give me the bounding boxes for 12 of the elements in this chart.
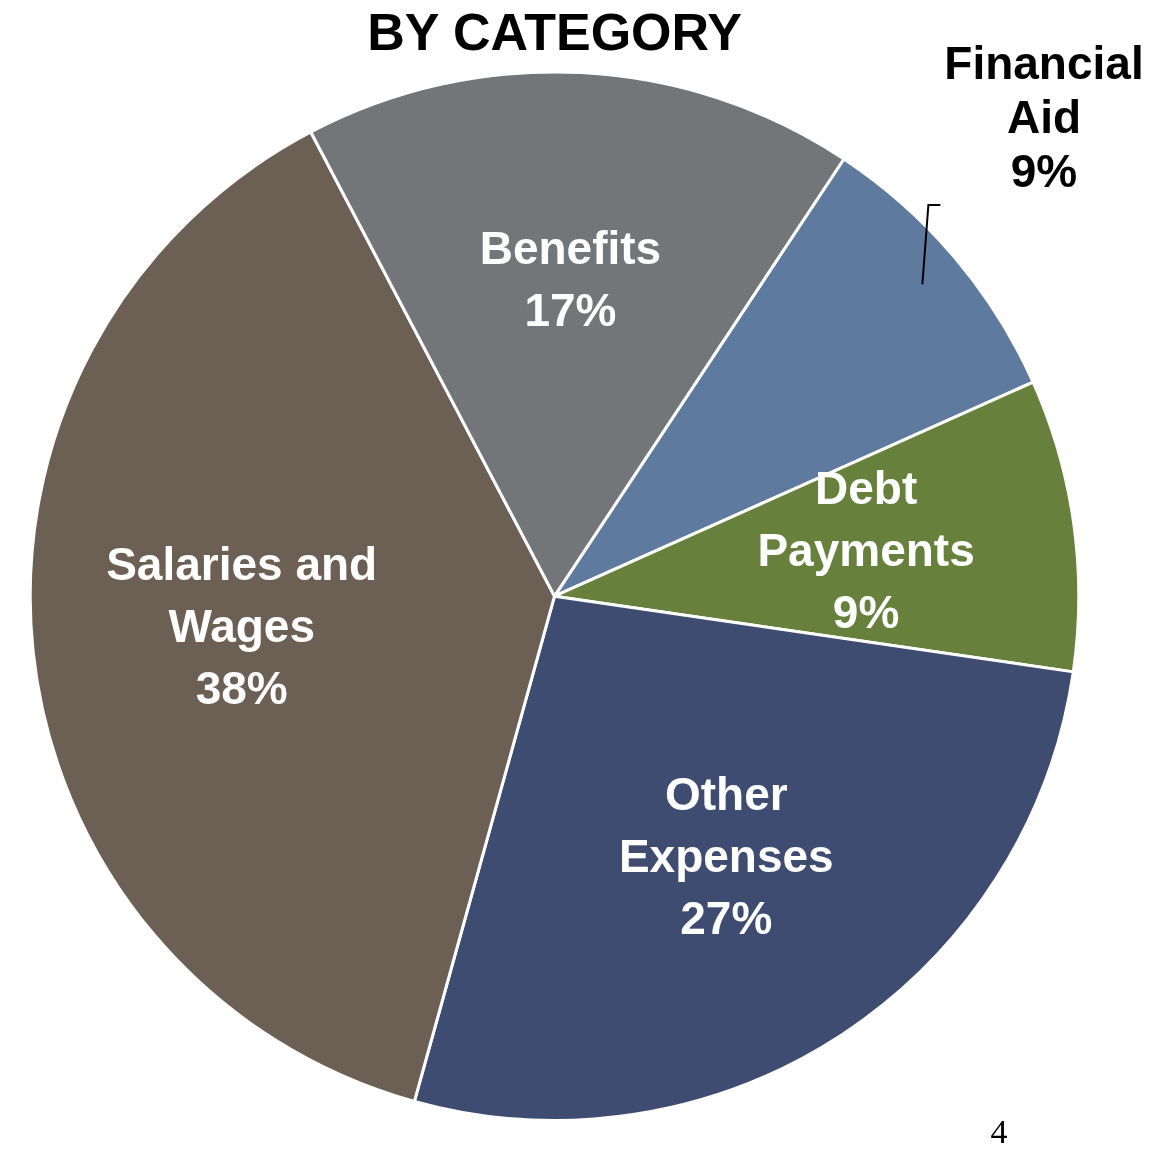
slice-label: Debt Payments <box>757 461 975 576</box>
data-label: 38% <box>195 662 288 715</box>
slice-label: Salaries and Wages <box>106 538 378 653</box>
data-label: 27% <box>680 892 773 945</box>
slice-label: Benefits <box>479 221 662 274</box>
chart-title: BY CATEGORY <box>367 2 742 61</box>
slice-label: Financial Aid <box>944 36 1144 143</box>
text: 4 <box>990 1112 1008 1150</box>
data-label: 9% <box>1010 144 1078 197</box>
data-label: 17% <box>524 283 617 336</box>
slice-label: Other Expenses <box>618 768 834 883</box>
data-label: 9% <box>832 585 900 638</box>
